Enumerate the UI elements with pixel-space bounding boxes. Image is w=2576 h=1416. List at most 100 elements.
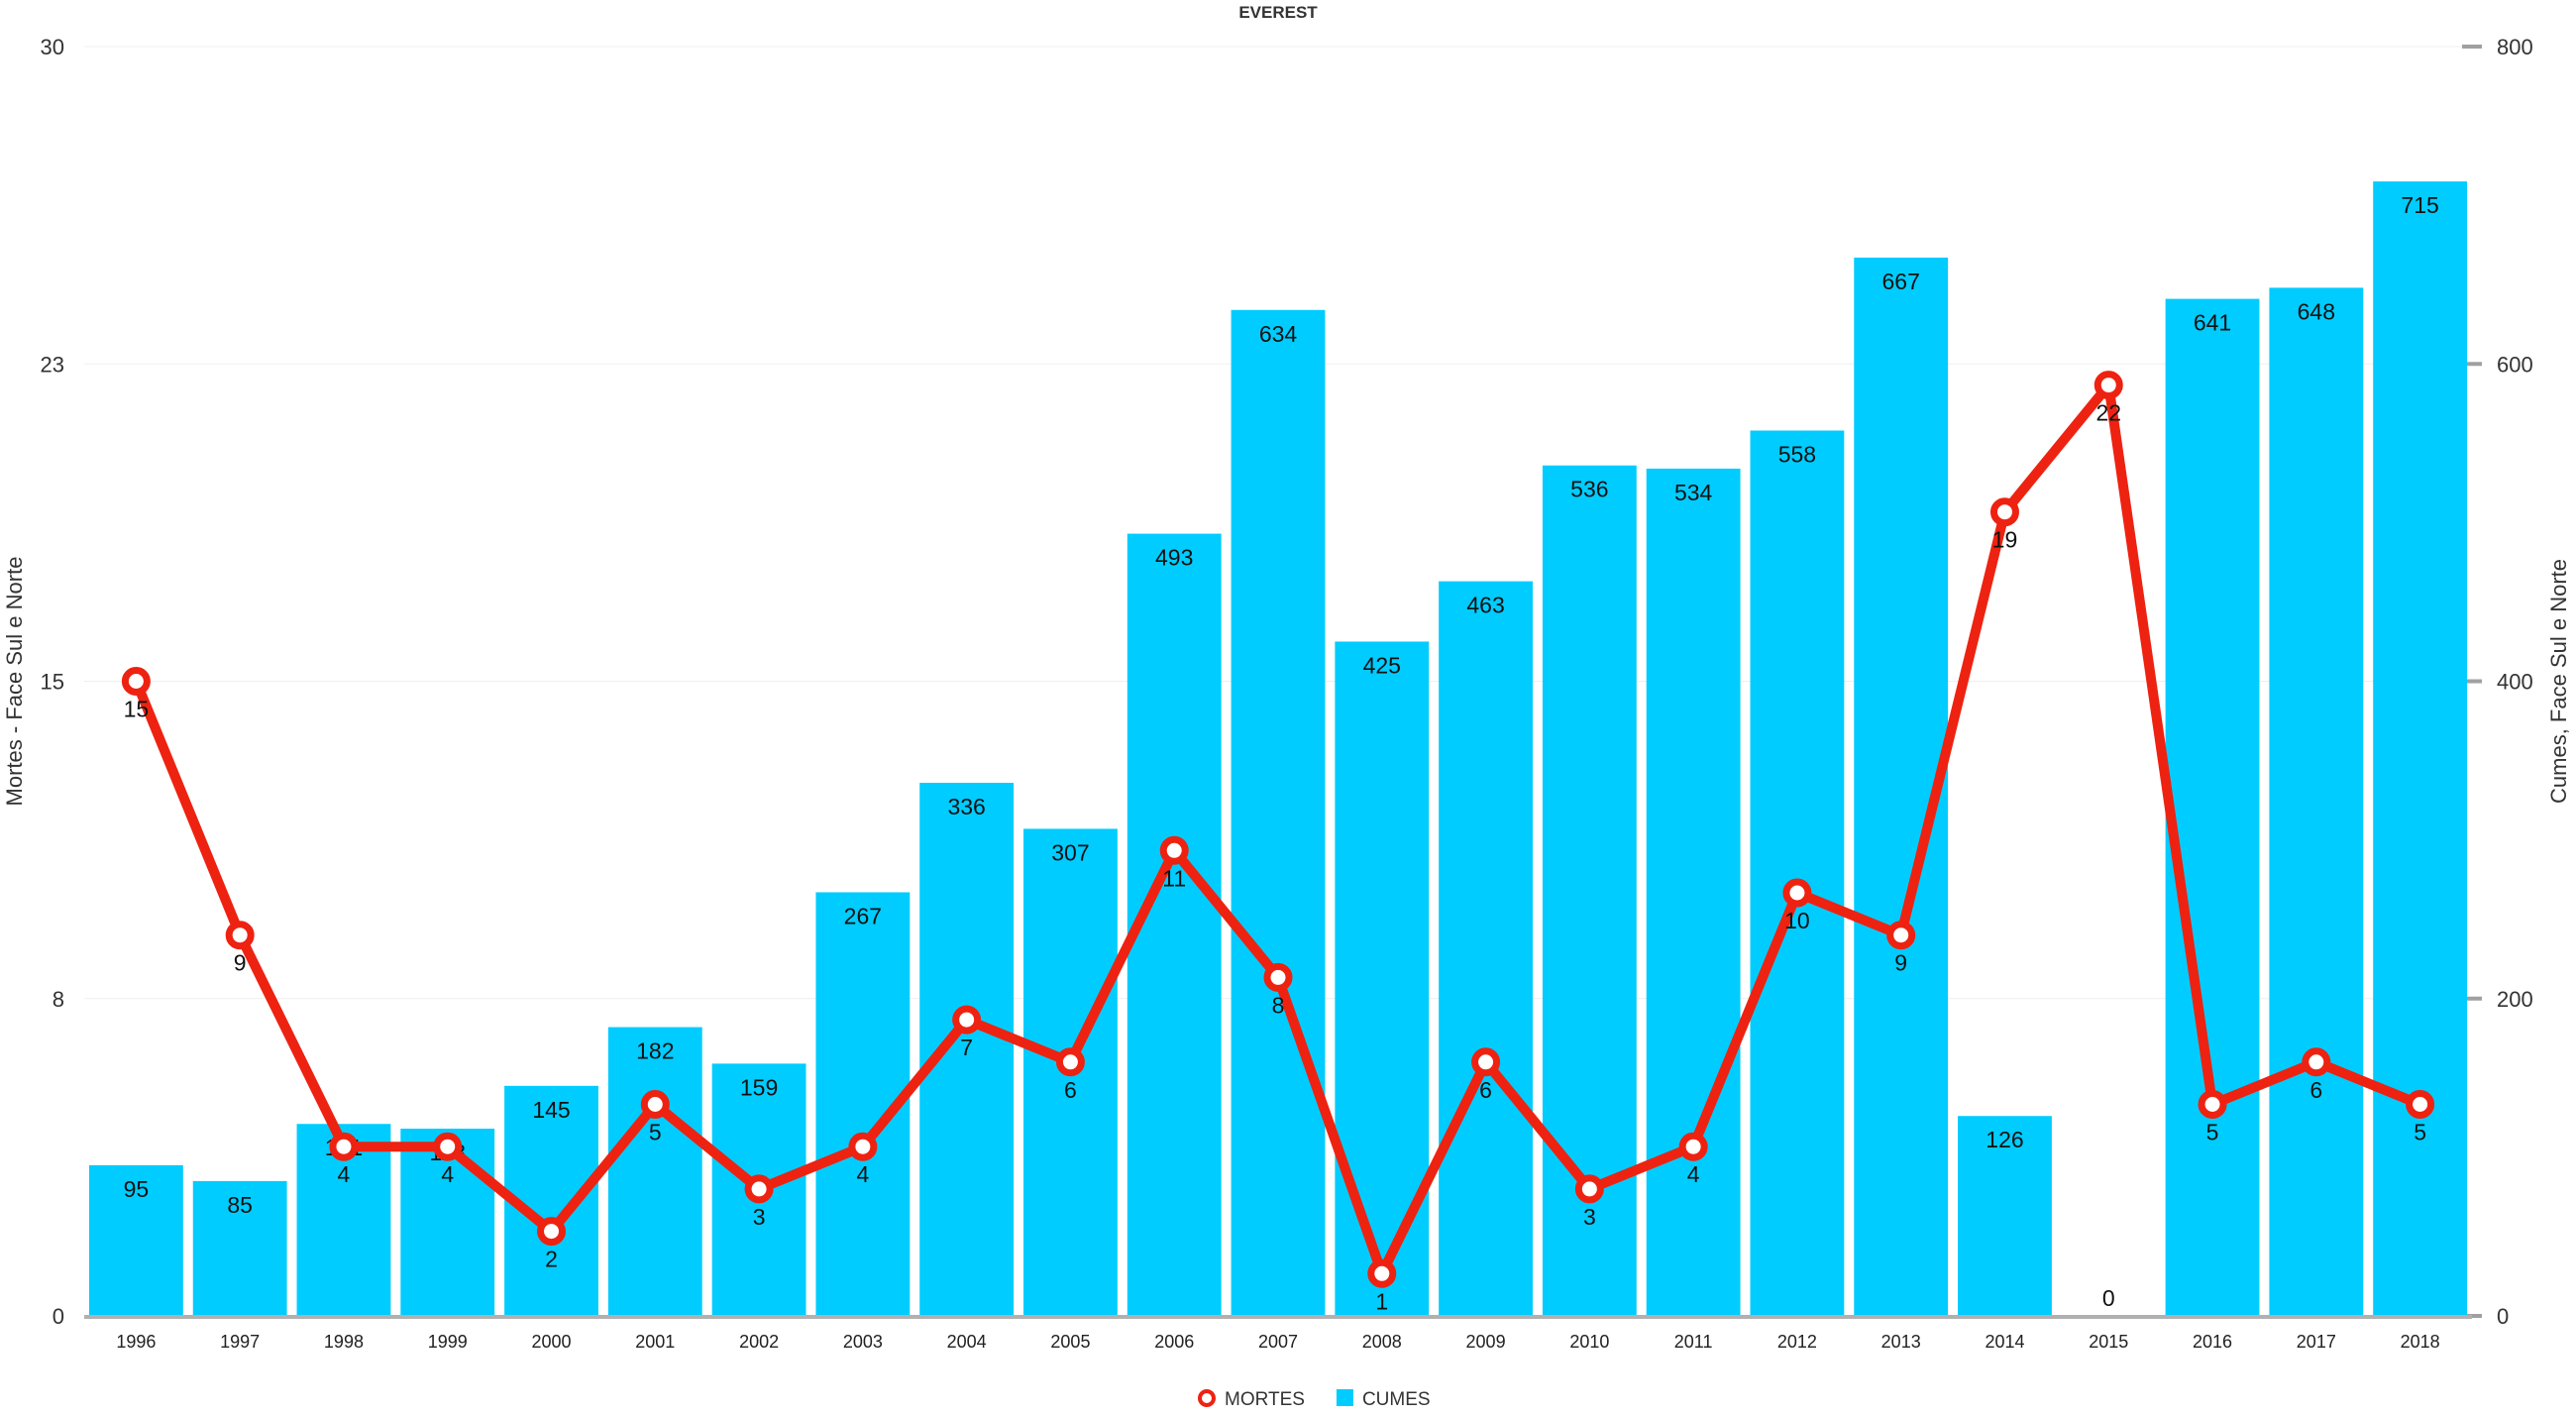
point-mortes-2016 (2198, 1090, 2227, 1119)
bar-label-2017: 648 (2298, 298, 2335, 324)
point-mortes-2004 (952, 1005, 982, 1035)
bar-cumes-2011 (1646, 468, 1741, 1316)
bar-cumes-2001 (607, 1027, 702, 1316)
bar-label-2014: 126 (1986, 1127, 2023, 1152)
x-tick-label: 2014 (1985, 1332, 2024, 1352)
point-label-1996: 15 (124, 697, 150, 722)
point-label-2004: 7 (960, 1035, 973, 1060)
left-tick-label: 0 (53, 1304, 64, 1329)
x-tick-label: 2010 (1569, 1332, 1609, 1352)
legend-symbol (1198, 1389, 1216, 1407)
point-mortes-2017 (2302, 1047, 2331, 1077)
left-tick-label: 8 (53, 987, 64, 1012)
bar-label-1996: 95 (124, 1176, 150, 1202)
point-label-2017: 6 (2309, 1077, 2322, 1103)
bar-cumes-2012 (1750, 430, 1845, 1316)
point-label-1997: 9 (234, 950, 247, 976)
x-tick-label: 2000 (531, 1332, 571, 1352)
legend-symbol (1336, 1389, 1353, 1406)
chart-title: EVEREST (1238, 3, 1318, 22)
x-tick-label: 2005 (1050, 1332, 1090, 1352)
x-tick-label: 1996 (116, 1332, 156, 1352)
legend-label: MORTES (1225, 1389, 1305, 1410)
bar-label-2007: 634 (1259, 321, 1298, 347)
legend-item-cumes[interactable]: CUMES (1336, 1389, 1431, 1410)
right-tick-label: 400 (2497, 670, 2533, 695)
bar-cumes-2014 (1958, 1116, 2052, 1316)
point-mortes-2013 (1886, 921, 1916, 950)
bar-label-2003: 267 (844, 903, 882, 928)
point-mortes-1998 (329, 1132, 359, 1161)
bar-cumes-2017 (2269, 287, 2364, 1316)
legend-item-mortes[interactable]: MORTES (1198, 1389, 1305, 1410)
point-mortes-1999 (433, 1132, 463, 1161)
x-axis-ticks: 1996 1997 1998 1999 2000 2001 2002 2003 2004 2005… (116, 1332, 2439, 1352)
right-tick-label: 600 (2497, 352, 2533, 377)
point-mortes-2007 (1263, 962, 1293, 992)
legend-label: CUMES (1362, 1389, 1431, 1410)
bar-label-2010: 536 (1570, 477, 1608, 502)
x-tick-label: 2008 (1362, 1332, 1402, 1352)
point-mortes-1996 (121, 667, 151, 696)
bar-cumes-1997 (192, 1180, 287, 1316)
bar-label-2009: 463 (1466, 593, 1504, 618)
point-label-2016: 5 (2206, 1120, 2219, 1145)
x-tick-label: 2006 (1154, 1332, 1194, 1352)
x-tick-label: 2003 (843, 1332, 883, 1352)
point-mortes-1997 (225, 921, 255, 950)
point-label-1999: 4 (441, 1161, 454, 1187)
point-label-2006: 11 (1162, 865, 1186, 891)
point-mortes-2003 (848, 1132, 878, 1161)
point-label-2005: 6 (1064, 1077, 1077, 1103)
point-mortes-2002 (744, 1174, 774, 1204)
bar-label-2018: 715 (2401, 192, 2438, 218)
right-tick-label: 200 (2497, 987, 2533, 1012)
left-axis-title: Mortes - Face Sul e Norte (2, 557, 27, 807)
point-mortes-2010 (1574, 1174, 1604, 1204)
x-tick-label: 2002 (739, 1332, 779, 1352)
point-label-1998: 4 (338, 1161, 351, 1187)
point-mortes-2012 (1782, 878, 1812, 908)
point-label-2014: 19 (1992, 527, 2018, 553)
bar-cumes-2009 (1439, 581, 1533, 1316)
point-label-2015: 22 (2095, 400, 2121, 426)
x-tick-label: 2012 (1777, 1332, 1817, 1352)
point-label-2002: 3 (753, 1204, 766, 1230)
bar-cumes-2004 (919, 782, 1015, 1316)
x-tick-label: 2011 (1674, 1332, 1713, 1352)
point-label-2013: 9 (1894, 950, 1907, 976)
point-mortes-2018 (2406, 1090, 2435, 1119)
right-axis-title: Cumes, Face Sul e Norte (2546, 559, 2571, 804)
point-label-2003: 4 (856, 1161, 869, 1187)
right-tick-label: 0 (2497, 1304, 2509, 1329)
right-axis-ticks: 0 200 400 600 800 (2462, 35, 2533, 1329)
point-label-2001: 5 (649, 1120, 662, 1145)
point-mortes-2014 (1989, 497, 2019, 527)
bar-label-2016: 641 (2194, 310, 2231, 336)
point-mortes-2001 (640, 1090, 670, 1119)
right-tick-label: 800 (2497, 35, 2533, 59)
point-label-2008: 1 (1375, 1288, 1388, 1314)
bar-label-2004: 336 (947, 794, 985, 819)
point-label-2012: 10 (1784, 908, 1810, 933)
bars-cumes (88, 181, 2468, 1317)
bar-label-2001: 182 (636, 1038, 674, 1064)
bar-label-2000: 145 (532, 1097, 570, 1123)
point-mortes-2005 (1055, 1047, 1085, 1077)
bar-cumes-2016 (2165, 298, 2260, 1316)
left-tick-label: 30 (41, 35, 64, 59)
bar-label-2012: 558 (1778, 442, 1816, 468)
point-mortes-2006 (1159, 835, 1189, 865)
x-tick-label: 2007 (1258, 1332, 1298, 1352)
bar-label-1997: 85 (227, 1192, 253, 1218)
x-tick-label: 2013 (1881, 1332, 1921, 1352)
bar-label-2011: 534 (1674, 480, 1713, 505)
point-mortes-2011 (1678, 1132, 1708, 1161)
x-tick-label: 1997 (220, 1332, 260, 1352)
bar-cumes-2018 (2373, 181, 2468, 1317)
legend[interactable]: MORTES CUMES (1198, 1389, 1431, 1410)
bar-cumes-2007 (1231, 309, 1326, 1316)
point-label-2000: 2 (545, 1247, 558, 1272)
